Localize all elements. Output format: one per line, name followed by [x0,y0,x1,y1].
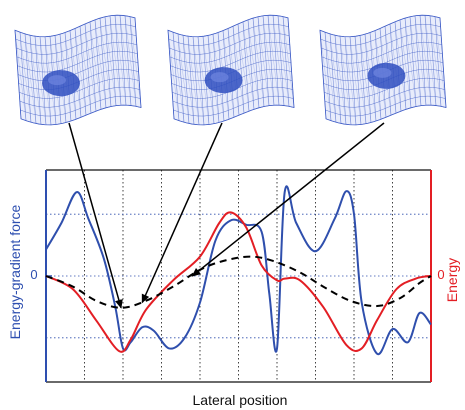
surface-mesh-icon [14,14,142,126]
left-zero-tick-label: 0 [30,267,37,282]
left-y-axis-label: Energy-gradient force [7,204,23,339]
right-zero-tick-label: 0 [437,267,444,282]
annotation-arrow-3 [191,122,385,277]
surface-mesh-icon [319,14,447,126]
annotation-arrow-1 [68,122,123,309]
series-line-energy-dashed [45,255,432,309]
series-line-force [45,185,432,356]
surface-mesh-icon [167,14,295,126]
series-line-energy [45,211,432,353]
x-axis-label: Lateral position [193,392,288,408]
annotation-arrow-2 [141,122,223,304]
right-y-axis-label: Energy [444,258,460,302]
